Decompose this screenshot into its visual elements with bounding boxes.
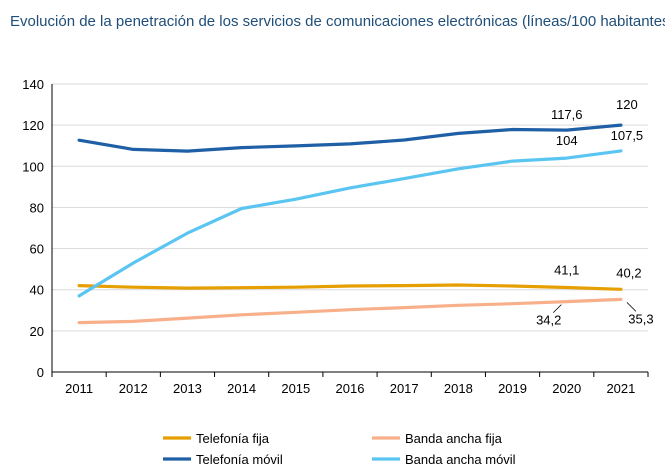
y-tick-label: 60 <box>30 242 44 257</box>
y-tick-label: 80 <box>30 200 44 215</box>
x-tick-label: 2019 <box>498 381 527 396</box>
data-label-leader <box>626 302 637 312</box>
chart-title: Evolución de la penetración de los servi… <box>10 13 665 30</box>
data-label: 41,1 <box>554 262 579 277</box>
y-tick-label: 0 <box>37 365 44 380</box>
series-line-telefona-fija <box>77 283 623 291</box>
legend-label: Banda ancha fija <box>405 431 503 446</box>
data-label: 35,3 <box>628 311 653 326</box>
data-label: 120 <box>616 97 638 112</box>
x-tick-label: 2011 <box>65 381 93 396</box>
y-tick-label: 20 <box>30 324 44 339</box>
x-tick-label: 2017 <box>390 381 419 396</box>
x-tick-label: 2016 <box>336 381 365 396</box>
legend-label: Telefonía móvil <box>196 452 283 467</box>
x-tick-label: 2014 <box>227 381 256 396</box>
series-line-banda-ancha-fija <box>77 297 623 325</box>
x-tick-label: 2020 <box>552 381 581 396</box>
y-tick-label: 120 <box>22 118 44 133</box>
y-tick-label: 140 <box>22 77 44 92</box>
data-label-leader <box>552 304 562 313</box>
series-line-telefona-mvil <box>77 123 623 153</box>
data-label: 117,6 <box>551 107 583 122</box>
data-label: 107,5 <box>611 128 644 143</box>
y-tick-label: 40 <box>30 283 44 298</box>
legend-label: Telefonía fija <box>196 431 270 446</box>
legend-label: Banda ancha móvil <box>405 452 516 467</box>
series-line-banda-ancha-mvil <box>77 149 623 298</box>
x-tick-label: 2015 <box>281 381 310 396</box>
data-label: 40,2 <box>616 265 641 280</box>
x-tick-label: 2012 <box>119 381 148 396</box>
data-label: 104 <box>556 133 578 148</box>
y-tick-label: 100 <box>22 159 44 174</box>
x-tick-label: 2021 <box>606 381 635 396</box>
x-tick-label: 2013 <box>173 381 202 396</box>
x-tick-label: 2018 <box>444 381 473 396</box>
data-label: 34,2 <box>536 313 561 328</box>
